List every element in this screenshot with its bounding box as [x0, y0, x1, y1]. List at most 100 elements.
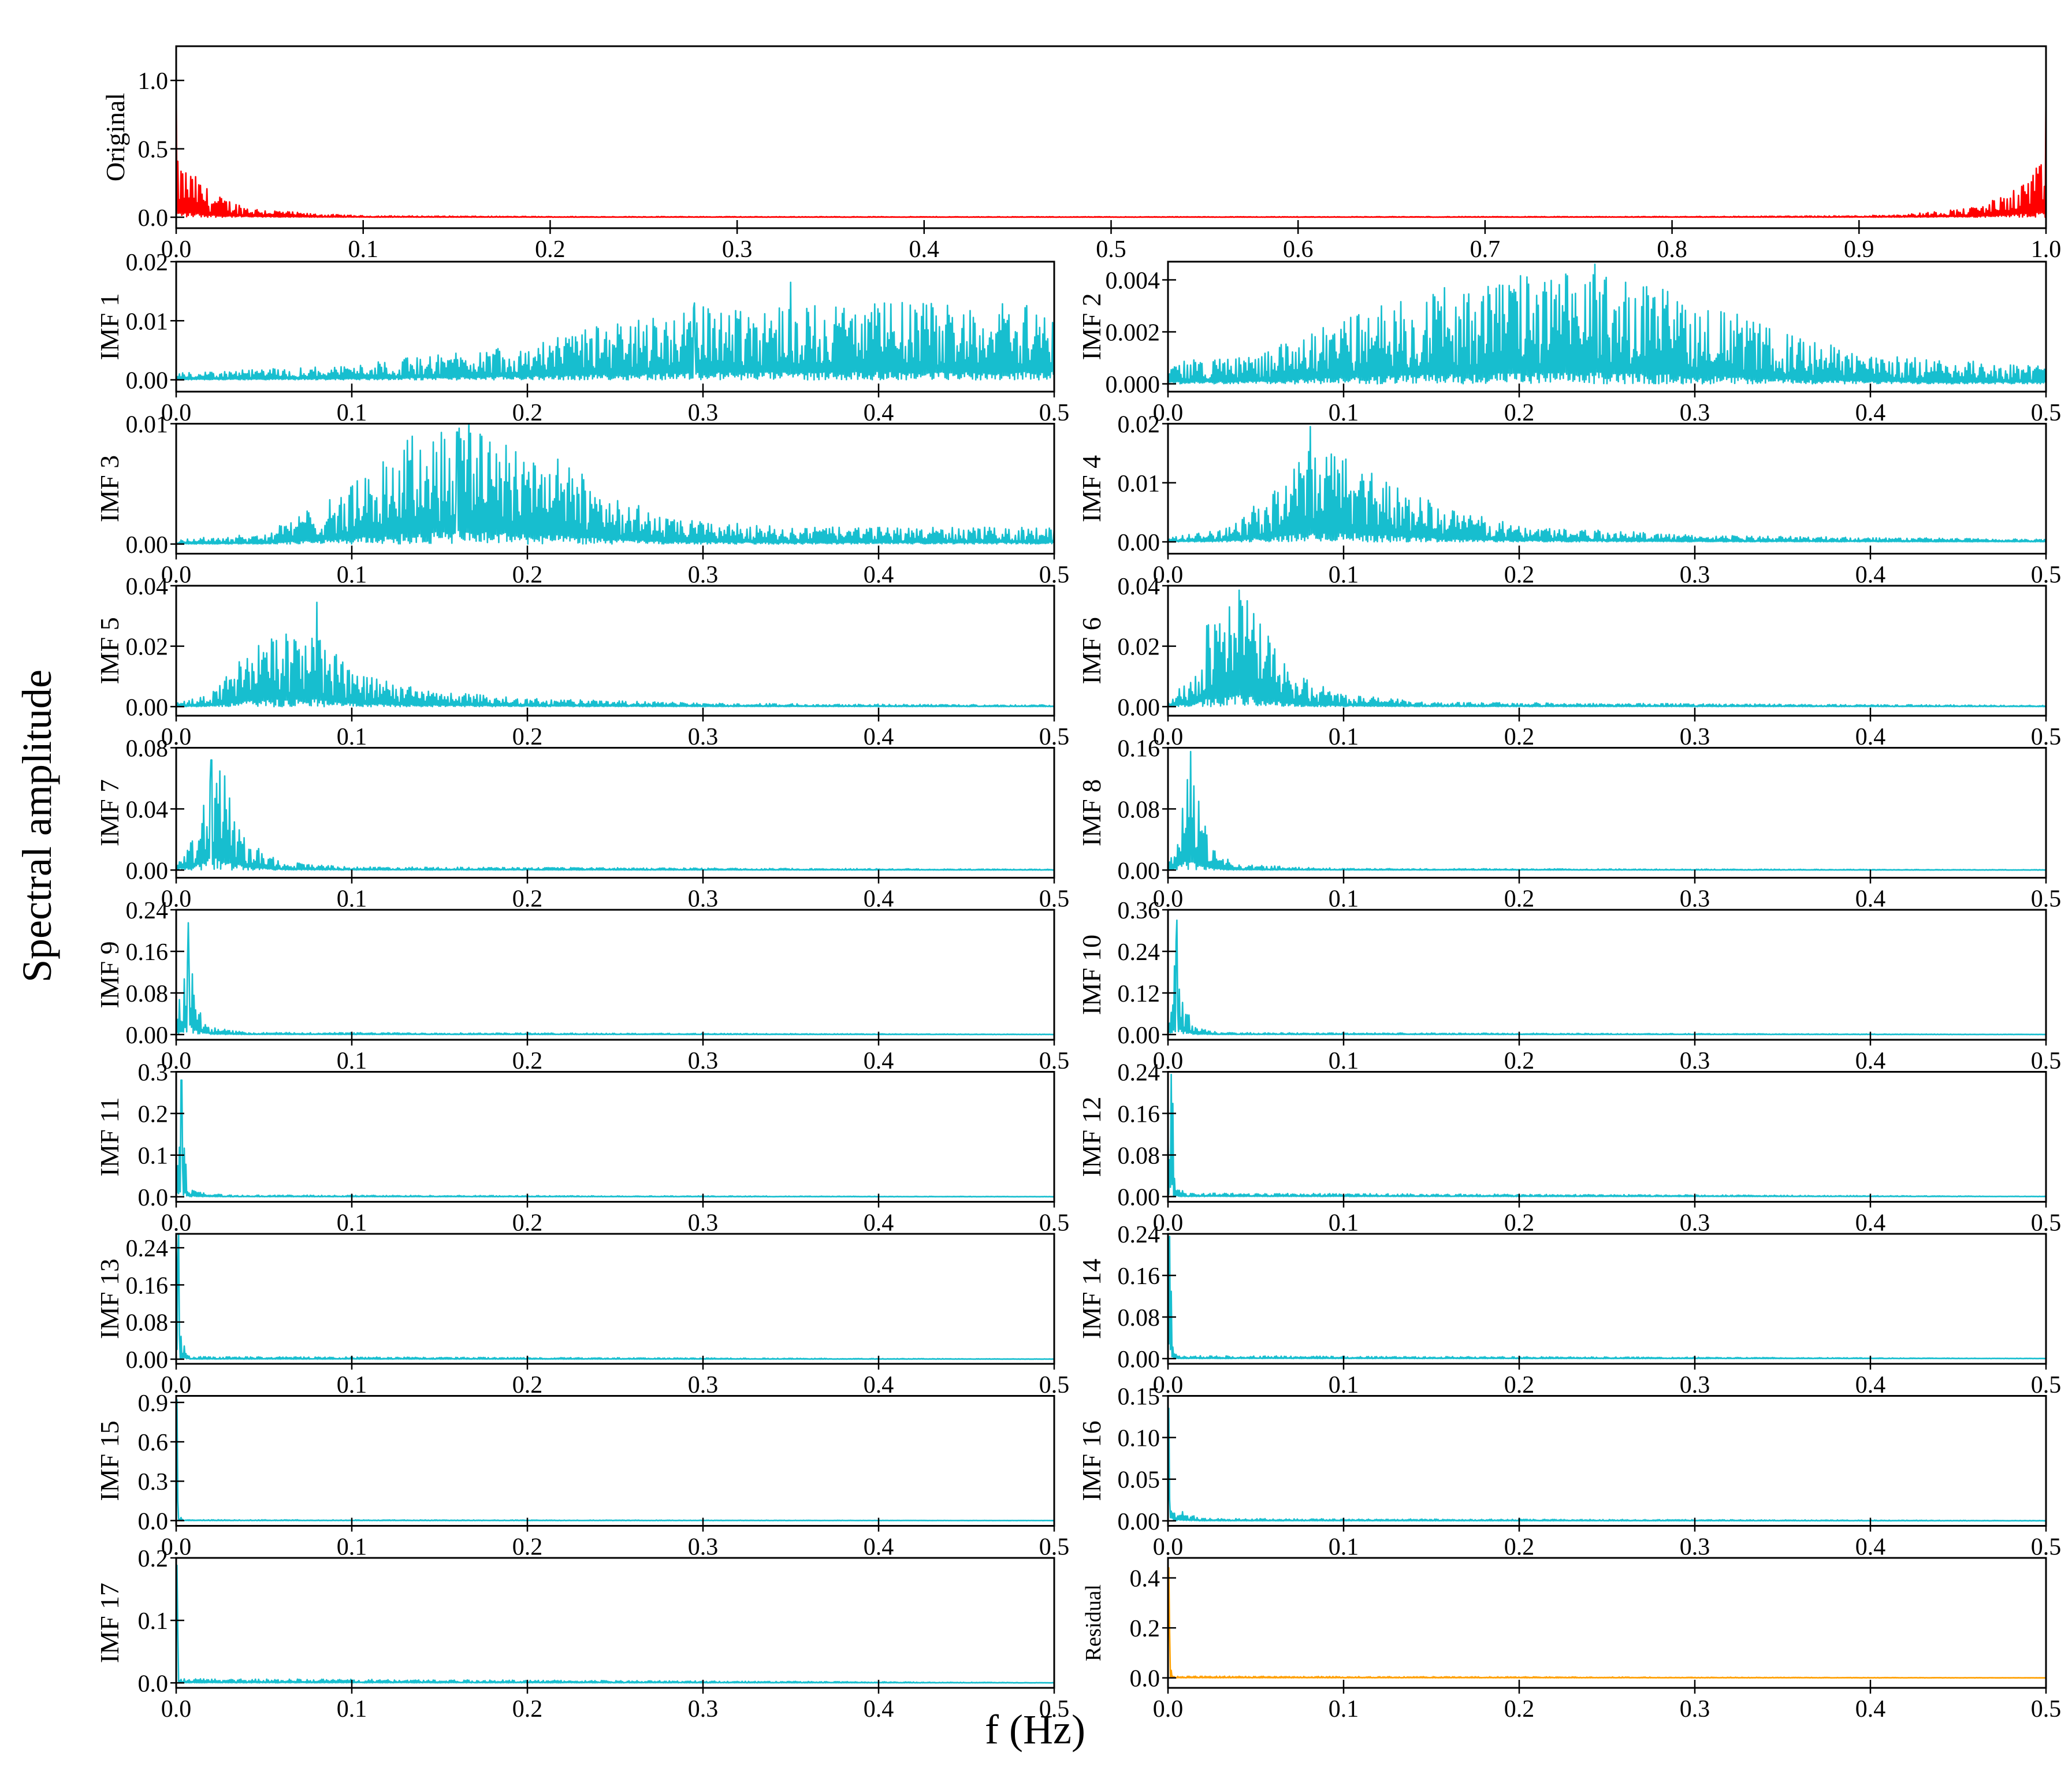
series-line — [176, 601, 1054, 708]
x-tick-label: 0.4 — [864, 886, 894, 913]
x-tick-label: 0.8 — [1657, 236, 1687, 263]
y-tick-label: 0.00 — [126, 1022, 169, 1049]
x-tick-label: 0.4 — [1855, 1534, 1886, 1561]
y-tick-label: 0.00 — [126, 368, 169, 395]
y-tick-label: 0.00 — [1118, 1185, 1160, 1211]
y-tick-label: 0.0 — [138, 1508, 169, 1535]
series-line — [1168, 426, 2046, 543]
x-tick-label: 0.3 — [1680, 562, 1710, 589]
y-tick-label: 0.00 — [126, 858, 169, 884]
x-tick-label: 0.1 — [337, 1372, 367, 1398]
panel-y-label: IMF 1 — [95, 293, 124, 360]
y-tick-label: 0.24 — [1118, 1060, 1160, 1087]
series-line — [1168, 589, 2046, 708]
axes-frame — [1167, 1395, 2047, 1527]
axes-frame — [175, 1395, 1055, 1527]
subplot-imf-12: 0.00 0.08 0.16 0.24 0.0 0.1 0.2 0.3 0.4 0.5 IMF 12 — [1077, 1060, 2061, 1237]
x-tick-label: 0.4 — [864, 1048, 894, 1074]
x-tick-label: 0.3 — [1680, 1534, 1710, 1561]
y-tick-label: 0.04 — [1118, 574, 1160, 600]
subplot-imf-9: 0.00 0.08 0.16 0.24 0.0 0.1 0.2 0.3 0.4 0.5 IMF 9 — [95, 898, 1069, 1074]
series-line — [176, 1564, 1054, 1684]
x-tick-label: 0.3 — [1680, 886, 1710, 913]
x-tick-label: 0.1 — [1329, 1534, 1359, 1561]
x-tick-label: 0.0 — [1153, 400, 1184, 426]
x-tick-label: 0.5 — [1039, 1696, 1070, 1723]
axes-frame — [175, 909, 1055, 1041]
y-tick-label: 0.16 — [126, 1273, 169, 1299]
x-tick-label: 0.3 — [1680, 1210, 1710, 1237]
axes-frame — [175, 261, 1055, 393]
subplot-imf-17: 0.0 0.1 0.2 0.0 0.1 0.2 0.3 0.4 0.5 IMF 17 — [95, 1546, 1069, 1723]
axes-frame — [1167, 1233, 2047, 1365]
y-tick-label: 0.00 — [1118, 1346, 1160, 1373]
panel-y-label: IMF 8 — [1077, 779, 1106, 846]
x-tick-label: 0.4 — [864, 1210, 894, 1237]
x-tick-label: 0.7 — [1470, 236, 1501, 263]
x-tick-label: 0.5 — [2031, 1210, 2062, 1237]
x-tick-label: 0.2 — [1504, 400, 1535, 426]
x-tick-label: 0.0 — [161, 562, 192, 589]
panel-y-label: IMF 3 — [95, 455, 124, 522]
x-tick-label: 0.3 — [688, 562, 719, 589]
x-tick-label: 0.3 — [1680, 400, 1710, 426]
series-line — [176, 922, 1054, 1036]
x-tick-label: 0.4 — [1855, 1210, 1886, 1237]
x-tick-label: 0.4 — [1855, 724, 1886, 750]
y-tick-label: 0.2 — [138, 1102, 169, 1128]
y-tick-label: 0.3 — [138, 1469, 169, 1496]
x-tick-label: 0.1 — [337, 1534, 367, 1561]
x-tick-label: 0.3 — [688, 1696, 719, 1723]
series-line — [1168, 263, 2046, 385]
y-tick-label: 0.16 — [1118, 1263, 1160, 1290]
axes-frame — [1167, 585, 2047, 717]
x-tick-label: 0.1 — [1329, 724, 1359, 750]
x-tick-label: 0.5 — [2031, 1048, 2062, 1074]
x-tick-label: 0.2 — [1504, 1696, 1535, 1723]
y-tick-label: 0.02 — [126, 634, 169, 661]
y-tick-label: 0.004 — [1106, 268, 1160, 295]
y-tick-label: 0.24 — [1118, 1222, 1160, 1248]
x-tick-label: 0.4 — [1855, 562, 1886, 589]
subplot-imf-7: 0.00 0.04 0.08 0.0 0.1 0.2 0.3 0.4 0.5 IMF 7 — [95, 736, 1069, 913]
subplot-imf-4: 0.00 0.01 0.02 0.0 0.1 0.2 0.3 0.4 0.5 IMF 4 — [1077, 412, 2061, 589]
x-tick-label: 0.3 — [688, 1048, 719, 1074]
panel-y-label: IMF 2 — [1077, 293, 1106, 360]
x-tick-label: 0.2 — [1504, 1534, 1535, 1561]
axes-frame — [175, 423, 1055, 555]
x-tick-label: 0.2 — [535, 236, 566, 263]
x-tick-label: 0.0 — [161, 724, 192, 750]
axes-frame — [175, 1557, 1055, 1689]
y-tick-label: 0.02 — [1118, 412, 1160, 438]
y-tick-label: 0.00 — [126, 1347, 169, 1374]
axes-frame — [1167, 747, 2047, 879]
axes-frame — [1167, 909, 2047, 1041]
x-tick-label: 0.2 — [1504, 1210, 1535, 1237]
y-tick-label: 0.36 — [1118, 898, 1160, 924]
x-tick-label: 0.1 — [1329, 1210, 1359, 1237]
y-tick-label: 0.002 — [1106, 320, 1160, 347]
subplot-imf-11: 0.0 0.1 0.2 0.3 0.0 0.1 0.2 0.3 0.4 0.5 IMF 11 — [95, 1060, 1069, 1237]
x-tick-label: 0.0 — [1153, 1696, 1184, 1723]
panel-y-label: IMF 12 — [1077, 1096, 1106, 1177]
x-tick-label: 0.4 — [1855, 400, 1886, 426]
x-tick-label: 0.0 — [161, 400, 192, 426]
x-tick-label: 0.0 — [1153, 1372, 1184, 1398]
y-tick-label: 0.08 — [126, 981, 169, 1007]
x-tick-label: 0.1 — [1329, 1372, 1359, 1398]
y-tick-label: 0.05 — [1118, 1467, 1160, 1494]
x-tick-label: 0.2 — [1504, 562, 1535, 589]
x-tick-label: 0.1 — [337, 886, 367, 913]
x-tick-label: 0.5 — [1039, 1210, 1070, 1237]
y-tick-label: 0.1 — [138, 1608, 169, 1635]
y-tick-label: 1.0 — [138, 68, 169, 95]
y-tick-label: 0.16 — [126, 939, 169, 966]
x-tick-label: 0.2 — [512, 400, 543, 426]
panel-y-label: IMF 15 — [95, 1420, 124, 1501]
y-tick-label: 0.0 — [138, 1671, 169, 1697]
x-tick-label: 0.0 — [161, 886, 192, 913]
panel-y-label: IMF 10 — [1077, 935, 1106, 1015]
panel-y-label: IMF 13 — [95, 1259, 124, 1339]
y-tick-label: 0.08 — [1118, 1305, 1160, 1331]
x-tick-label: 0.1 — [337, 400, 367, 426]
